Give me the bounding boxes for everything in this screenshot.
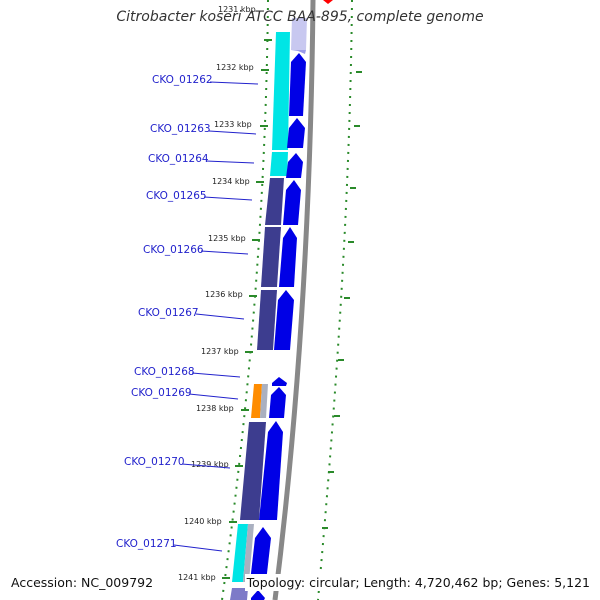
genome-backbone [272,0,316,600]
cog-block-cyan-1 [272,32,290,150]
gene-label[interactable]: CKO_01265 [146,190,207,202]
gene-leader-line [195,313,245,320]
outer-dotted-track [317,0,353,600]
gene-label[interactable]: CKO_01270 [124,456,185,468]
gene-leader-line [208,130,257,135]
gene-leader-line [200,250,249,255]
gene-leader-line [205,160,255,164]
kbp-label: 1236 kbp [205,290,243,299]
map-title: Citrobacter koseri ATCC BAA-895, complet… [116,9,484,25]
kbp-label: 1240 kbp [184,517,222,526]
gene-labels: CKO_01262 CKO_01263 CKO_01264 CKO_01265 … [116,74,259,552]
kbp-label: 1237 kbp [201,347,239,356]
cog-block-navy-3 [257,290,277,350]
gene-leader-line [209,81,259,85]
cds-arrow [286,153,303,178]
gene-label[interactable]: CKO_01267 [138,307,199,319]
cog-block-navy-1 [265,178,284,225]
gene-label[interactable]: CKO_01262 [152,74,213,86]
kbp-label: 1231 kbp [218,5,256,14]
gene-leader-line [173,544,223,552]
kbp-label: 1234 kbp [212,177,250,186]
cds-arrow [274,290,294,350]
kbp-label: 1239 kbp [191,460,229,469]
cds-arrow [272,377,287,386]
cds-arrow [287,118,305,148]
cds-arrow [279,227,297,287]
kbp-label: 1235 kbp [208,234,246,243]
cds-arrow [250,527,271,582]
gene-leader-line [191,372,241,378]
gene-leader-line [203,196,253,201]
gene-label[interactable]: CKO_01266 [143,244,204,256]
gene-label[interactable]: CKO_01263 [150,123,211,135]
cog-block-navy-2 [261,227,281,287]
red-marker [323,0,333,4]
gene-label[interactable]: CKO_01271 [116,538,177,550]
kbp-labels: 1231 kbp 1232 kbp 1233 kbp 1234 kbp 1235… [178,4,256,582]
topology-label: Topology: circular; Length: 4,720,462 bp… [244,574,592,591]
gene-leader-line [188,393,239,400]
cds-arrow [289,53,306,116]
cds-arrow [283,180,301,225]
cds-arrow [259,421,283,520]
kbp-label: 1232 kbp [216,63,254,72]
gc-skew-dashes [322,71,362,529]
cog-block-gray-2 [243,524,254,582]
cds-arrow [291,50,306,54]
gene-label[interactable]: CKO_01268 [134,366,195,378]
cds-arrow [251,590,265,600]
gene-label[interactable]: CKO_01269 [131,387,192,399]
cog-track [230,32,290,600]
cog-block-navy-4 [240,422,266,520]
kbp-label: 1238 kbp [196,404,234,413]
cds-arrow [269,387,286,418]
kbp-label: 1233 kbp [214,120,252,129]
cog-block-cyan-2 [270,152,288,176]
gene-label[interactable]: CKO_01264 [148,153,209,165]
cog-block-purple [230,588,248,600]
kbp-label: 1241 kbp [178,573,216,582]
cds-track [250,18,307,600]
cog-block-orange [251,384,262,418]
scale-ticks [222,39,272,579]
gene-leader-line [181,463,231,469]
cds-arrow [291,18,307,50]
accession-label: Accession: NC_009792 [9,574,156,591]
cog-block-gray [260,384,268,418]
cog-block-cyan-3 [232,524,248,582]
